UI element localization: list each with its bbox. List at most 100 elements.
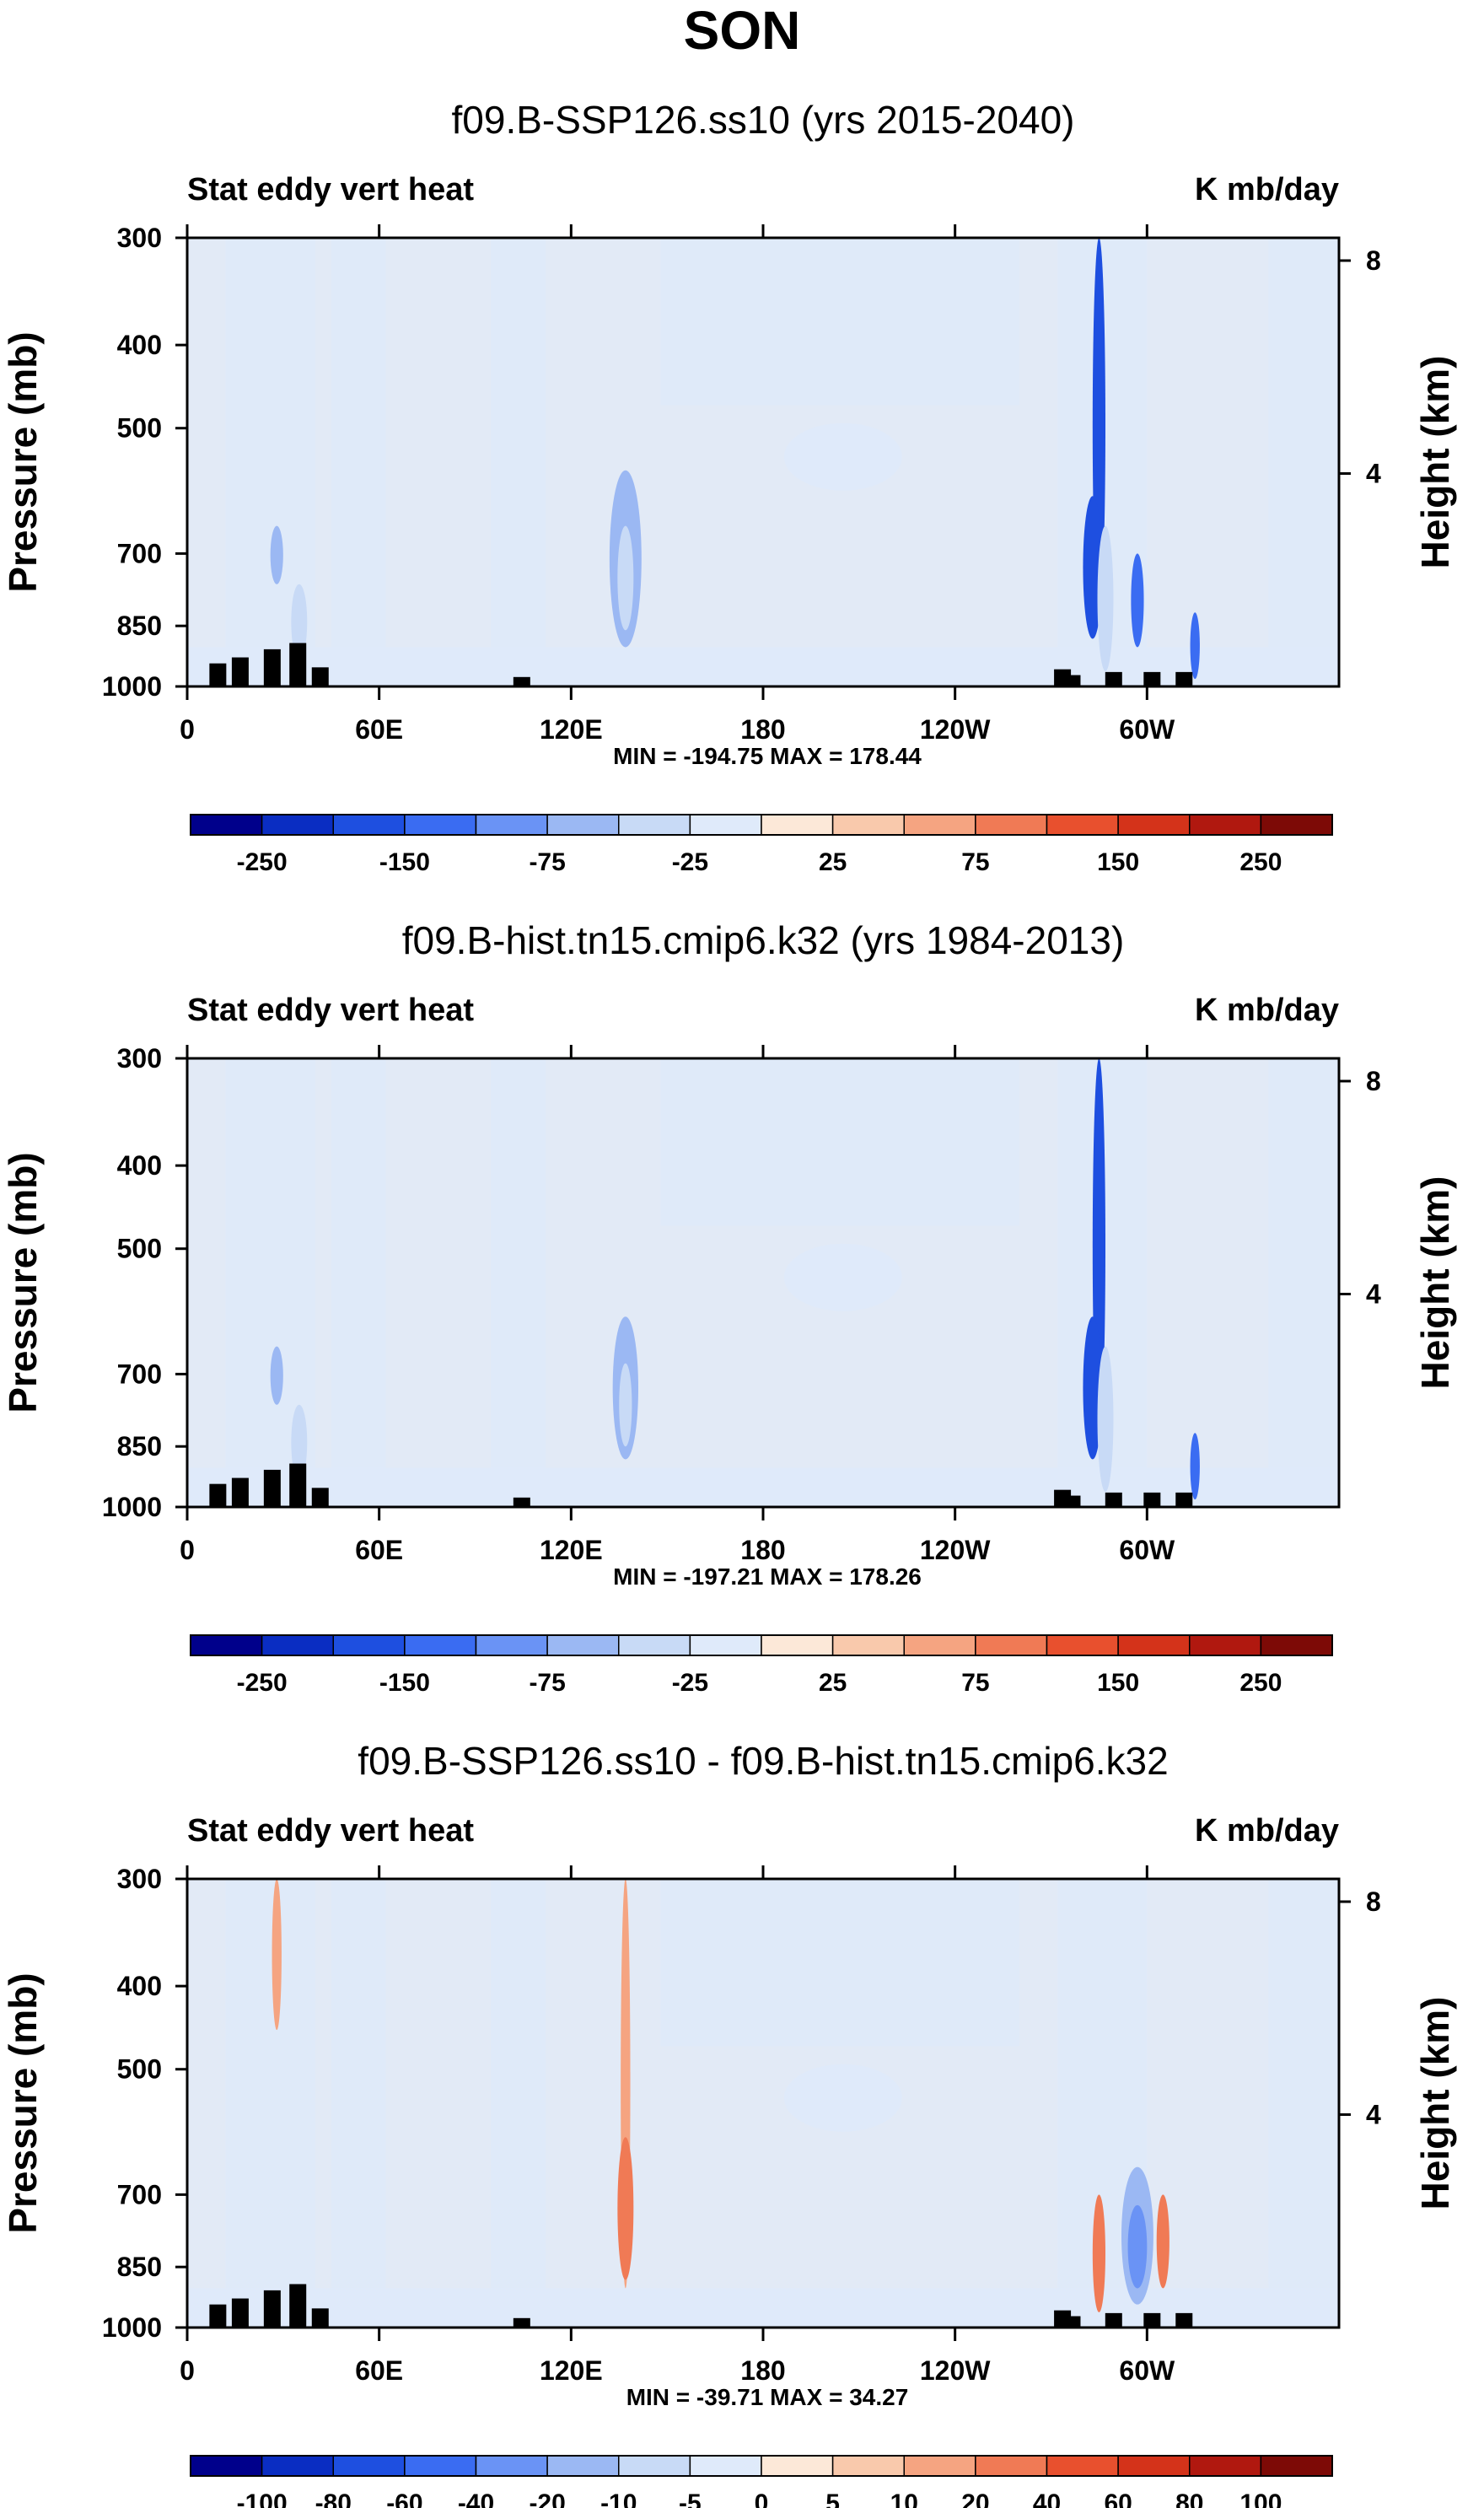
topography bbox=[209, 663, 227, 686]
panel-units-label: K mb/day bbox=[1195, 993, 1339, 1028]
x-tick-label: 180 bbox=[740, 1535, 785, 1565]
contour-feature bbox=[1097, 525, 1114, 671]
colorbar-swatch bbox=[903, 1634, 976, 1656]
y-tick-label: 300 bbox=[117, 1864, 162, 1894]
y-tick-label: 1000 bbox=[102, 2312, 162, 2343]
contour-feature bbox=[1083, 1316, 1103, 1460]
colorbar-swatch bbox=[1046, 1634, 1119, 1656]
contour-feature bbox=[1190, 1433, 1200, 1500]
min-max-stats: MIN = -197.21 MAX = 178.26 bbox=[613, 1563, 922, 1590]
topography bbox=[1063, 2316, 1081, 2328]
y-tick-label: 400 bbox=[117, 1150, 162, 1181]
topography bbox=[1175, 1492, 1193, 1507]
colorbar-label: 0 bbox=[755, 2489, 769, 2508]
negative-region bbox=[660, 238, 1019, 406]
negative-region bbox=[331, 1058, 386, 1507]
x-tick-label: 120W bbox=[920, 1535, 991, 1565]
contour-field bbox=[187, 238, 1339, 686]
colorbar-label: 25 bbox=[819, 848, 847, 876]
topography bbox=[263, 649, 281, 686]
colorbar-swatch bbox=[831, 1634, 905, 1656]
colorbar-swatch bbox=[1046, 2455, 1119, 2477]
colorbar-swatch bbox=[475, 2455, 548, 2477]
x-tick-label: 120E bbox=[540, 714, 603, 745]
colorbar-swatch bbox=[1260, 814, 1333, 836]
topography bbox=[231, 2298, 249, 2328]
x-tick-label: 0 bbox=[180, 714, 195, 745]
colorbar-swatch bbox=[546, 2455, 620, 2477]
colorbar-swatch bbox=[903, 814, 976, 836]
contour-feature bbox=[1097, 1346, 1114, 1492]
negative-region bbox=[331, 1879, 386, 2328]
contour-feature bbox=[617, 2137, 634, 2280]
colorbar-label: -250 bbox=[237, 848, 288, 876]
topography bbox=[311, 1488, 329, 1507]
colorbar-label: 40 bbox=[1033, 2489, 1061, 2508]
colorbar-swatch bbox=[190, 1634, 263, 1656]
panel-2: f09.B-hist.tn15.cmip6.k32 (yrs 1984-2013… bbox=[1, 918, 1457, 1697]
colorbar-swatch bbox=[1260, 2455, 1333, 2477]
colorbar-label: -150 bbox=[379, 848, 430, 876]
x-tick-label: 120E bbox=[540, 2355, 603, 2386]
colorbar-label: -5 bbox=[679, 2489, 702, 2508]
y-axis-title: Pressure (mb) bbox=[1, 1972, 45, 2233]
panel-title: f09.B-hist.tn15.cmip6.k32 (yrs 1984-2013… bbox=[402, 918, 1125, 962]
topography bbox=[311, 2308, 329, 2328]
x-tick-label: 60W bbox=[1119, 1535, 1175, 1565]
contour-feature bbox=[1092, 2194, 1106, 2312]
colorbar-swatch bbox=[618, 2455, 691, 2477]
panel-units-label: K mb/day bbox=[1195, 172, 1339, 207]
x-tick-label: 120W bbox=[920, 2355, 991, 2386]
x-tick-label: 60W bbox=[1119, 714, 1175, 745]
y-tick-label: 500 bbox=[117, 1234, 162, 1264]
panel-left-label: Stat eddy vert heat bbox=[187, 172, 474, 207]
contour-feature bbox=[1156, 2194, 1169, 2289]
topography bbox=[209, 1483, 227, 1507]
negative-region bbox=[225, 1879, 315, 2328]
panel-title: f09.B-SSP126.ss10 - f09.B-hist.tn15.cmip… bbox=[358, 1739, 1168, 1783]
colorbar-swatch bbox=[475, 1634, 548, 1656]
topography bbox=[231, 1477, 249, 1507]
y-axis-right-title: Height (km) bbox=[1413, 356, 1457, 569]
y-tick-label: 850 bbox=[117, 1431, 162, 1461]
negative-region bbox=[187, 647, 1339, 686]
colorbar-swatch bbox=[1189, 1634, 1262, 1656]
colorbar-swatch bbox=[975, 814, 1048, 836]
colorbar-swatch bbox=[761, 2455, 834, 2477]
x-tick-label: 180 bbox=[740, 2355, 785, 2386]
colorbar-swatch bbox=[404, 1634, 477, 1656]
negative-region bbox=[1268, 1058, 1339, 1507]
y-tick-label: 500 bbox=[117, 2054, 162, 2085]
x-tick-label: 60W bbox=[1119, 2355, 1175, 2386]
topography bbox=[1063, 675, 1081, 686]
colorbar-swatch bbox=[332, 2455, 406, 2477]
y-tick-label: 300 bbox=[117, 223, 162, 253]
panel-title: f09.B-SSP126.ss10 (yrs 2015-2040) bbox=[452, 98, 1075, 142]
contour-feature bbox=[1127, 2204, 1148, 2289]
colorbar-swatch bbox=[975, 1634, 1048, 1656]
min-max-stats: MIN = -39.71 MAX = 34.27 bbox=[626, 2384, 909, 2410]
colorbar-swatch bbox=[190, 2455, 263, 2477]
y-tick-label: 300 bbox=[117, 1043, 162, 1074]
panel-left-label: Stat eddy vert heat bbox=[187, 1813, 474, 1849]
colorbar-label: -150 bbox=[379, 1669, 430, 1697]
panel-3: f09.B-SSP126.ss10 - f09.B-hist.tn15.cmip… bbox=[1, 1739, 1457, 2508]
colorbar-label: -20 bbox=[529, 2489, 565, 2508]
topography bbox=[289, 643, 307, 686]
colorbar-swatch bbox=[261, 814, 334, 836]
topography bbox=[1143, 1492, 1161, 1507]
x-tick-label: 120E bbox=[540, 1535, 603, 1565]
y-tick-label: 1000 bbox=[102, 671, 162, 702]
negative-region bbox=[491, 1879, 546, 2328]
colorbar-label: 20 bbox=[961, 2489, 989, 2508]
negative-region bbox=[1268, 1879, 1339, 2328]
y-tick-label: 400 bbox=[117, 330, 162, 360]
colorbar-label: -10 bbox=[600, 2489, 637, 2508]
colorbar-swatch bbox=[546, 1634, 620, 1656]
y-tick-label: 850 bbox=[117, 611, 162, 641]
colorbar-frame bbox=[190, 1634, 1333, 1656]
contour-feature bbox=[1131, 553, 1144, 648]
x-tick-label: 0 bbox=[180, 2355, 195, 2386]
colorbar-label: 80 bbox=[1175, 2489, 1203, 2508]
topography bbox=[1143, 671, 1161, 686]
